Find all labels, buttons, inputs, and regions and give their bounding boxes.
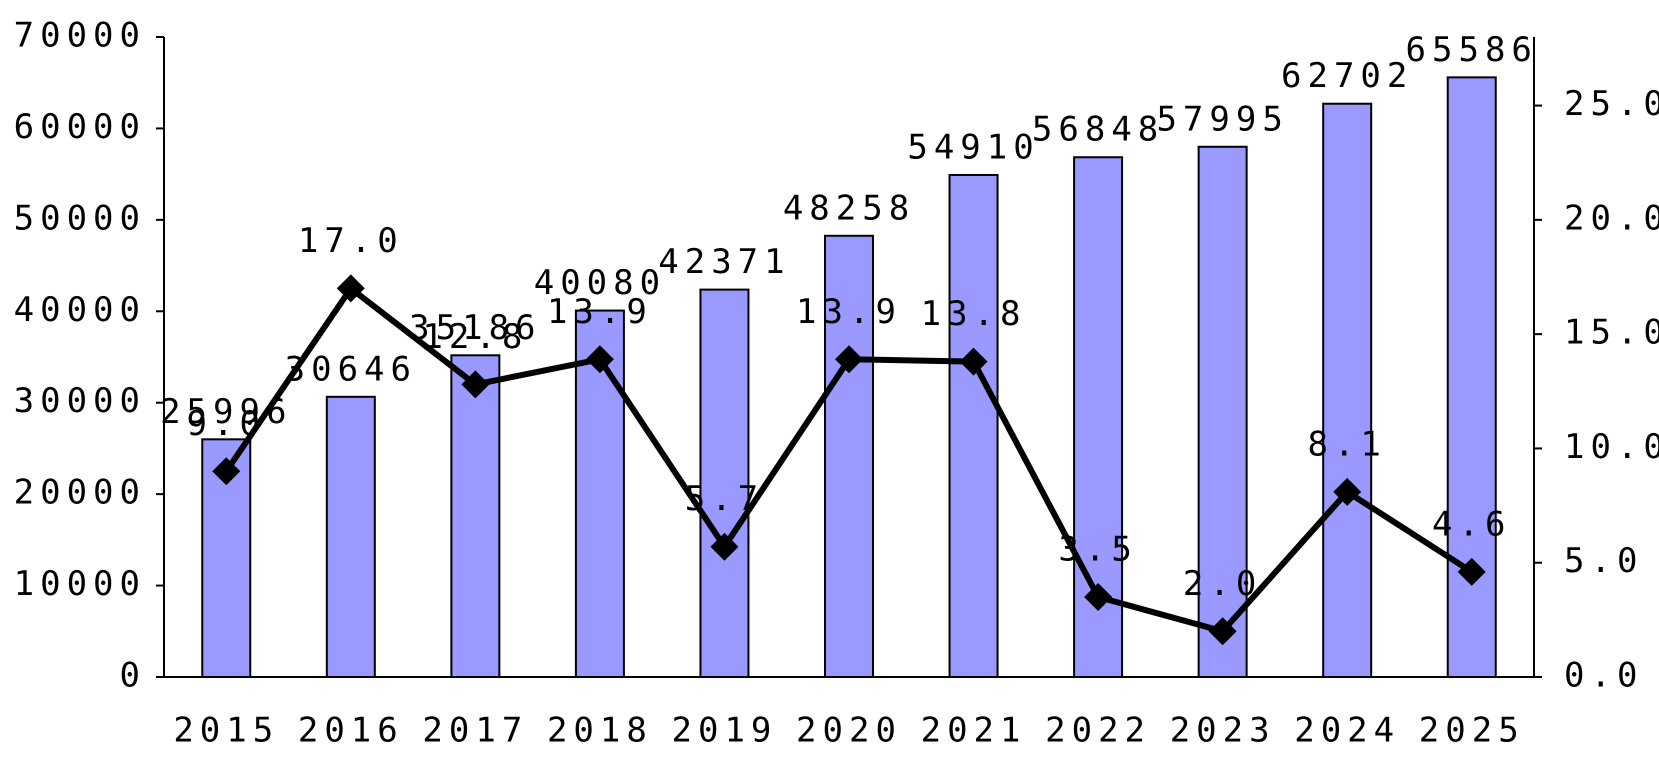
x-tick-label: 2023 — [1170, 711, 1276, 751]
bar — [325, 395, 376, 678]
bar-value-label: 65586 — [1406, 30, 1538, 70]
bar — [1322, 102, 1373, 679]
line-value-label: 3.5 — [1058, 530, 1137, 570]
bar-value-label: 40080 — [534, 263, 666, 303]
line-value-label: 13.8 — [921, 294, 1027, 334]
x-tick-label: 2016 — [298, 711, 404, 751]
line-value-label: 9.0 — [187, 404, 266, 444]
x-tick-label: 2022 — [1045, 711, 1151, 751]
x-tick-label: 2019 — [672, 711, 778, 751]
line-value-label: 4.6 — [1432, 504, 1511, 544]
bar — [948, 173, 999, 678]
x-tick-label: 2017 — [422, 711, 528, 751]
y2-tick-label: 15.0 — [1564, 313, 1659, 353]
marker — [585, 345, 614, 374]
y-tick-label: 30000 — [14, 381, 146, 421]
y-tick-label: 20000 — [14, 473, 146, 513]
y-tick-label: 60000 — [14, 107, 146, 147]
x-tick-label: 2024 — [1294, 711, 1400, 751]
marker — [1333, 477, 1362, 506]
bar-value-label: 54910 — [907, 127, 1039, 167]
bar — [824, 234, 874, 678]
y2-tick-label: 0.0 — [1564, 656, 1643, 696]
bar-value-label: 35186 — [409, 308, 541, 348]
bar-value-label: 48258 — [783, 188, 915, 228]
marker — [835, 345, 863, 374]
bar-value-label: 56848 — [1032, 110, 1164, 150]
x-tick-label: 2015 — [173, 711, 279, 751]
bar-value-label: 57995 — [1156, 99, 1288, 139]
x-tick-label: 2020 — [796, 711, 902, 751]
marker — [1084, 583, 1113, 611]
line-value-label: 13.9 — [796, 292, 902, 332]
x-tick-label: 2021 — [921, 711, 1027, 751]
marker — [336, 274, 365, 303]
y2-tick-label: 10.0 — [1564, 427, 1659, 467]
marker — [461, 370, 490, 399]
marker — [710, 532, 739, 561]
line-value-label: 8.1 — [1307, 424, 1386, 464]
bar-value-label: 62702 — [1281, 56, 1413, 96]
x-tick-label: 2018 — [547, 711, 653, 751]
y2-tick-label: 20.0 — [1564, 198, 1659, 238]
y-tick-label: 70000 — [14, 16, 146, 56]
bar — [699, 288, 750, 678]
y-tick-label: 40000 — [14, 290, 146, 330]
bar — [1197, 145, 1248, 678]
y2-tick-label: 5.0 — [1564, 541, 1643, 581]
y-tick-label: 0 — [120, 656, 146, 696]
y2-tick-label: 25.0 — [1564, 84, 1659, 124]
x-tick-label: 2025 — [1419, 711, 1525, 751]
line-value-label: 13.9 — [547, 292, 653, 332]
y-tick-label: 50000 — [14, 198, 146, 238]
marker — [1457, 557, 1486, 586]
bar — [1446, 76, 1497, 679]
bar-value-label: 42371 — [658, 242, 790, 282]
y-tick-label: 10000 — [14, 564, 146, 604]
line-value-label: 17.0 — [298, 221, 404, 261]
line-value-label: 12.8 — [422, 317, 528, 357]
bar — [450, 354, 501, 678]
line-value-label: 5.7 — [685, 479, 764, 519]
marker — [1208, 617, 1237, 646]
marker — [212, 457, 241, 486]
marker — [959, 347, 988, 376]
line-value-label: 2.0 — [1183, 564, 1262, 604]
